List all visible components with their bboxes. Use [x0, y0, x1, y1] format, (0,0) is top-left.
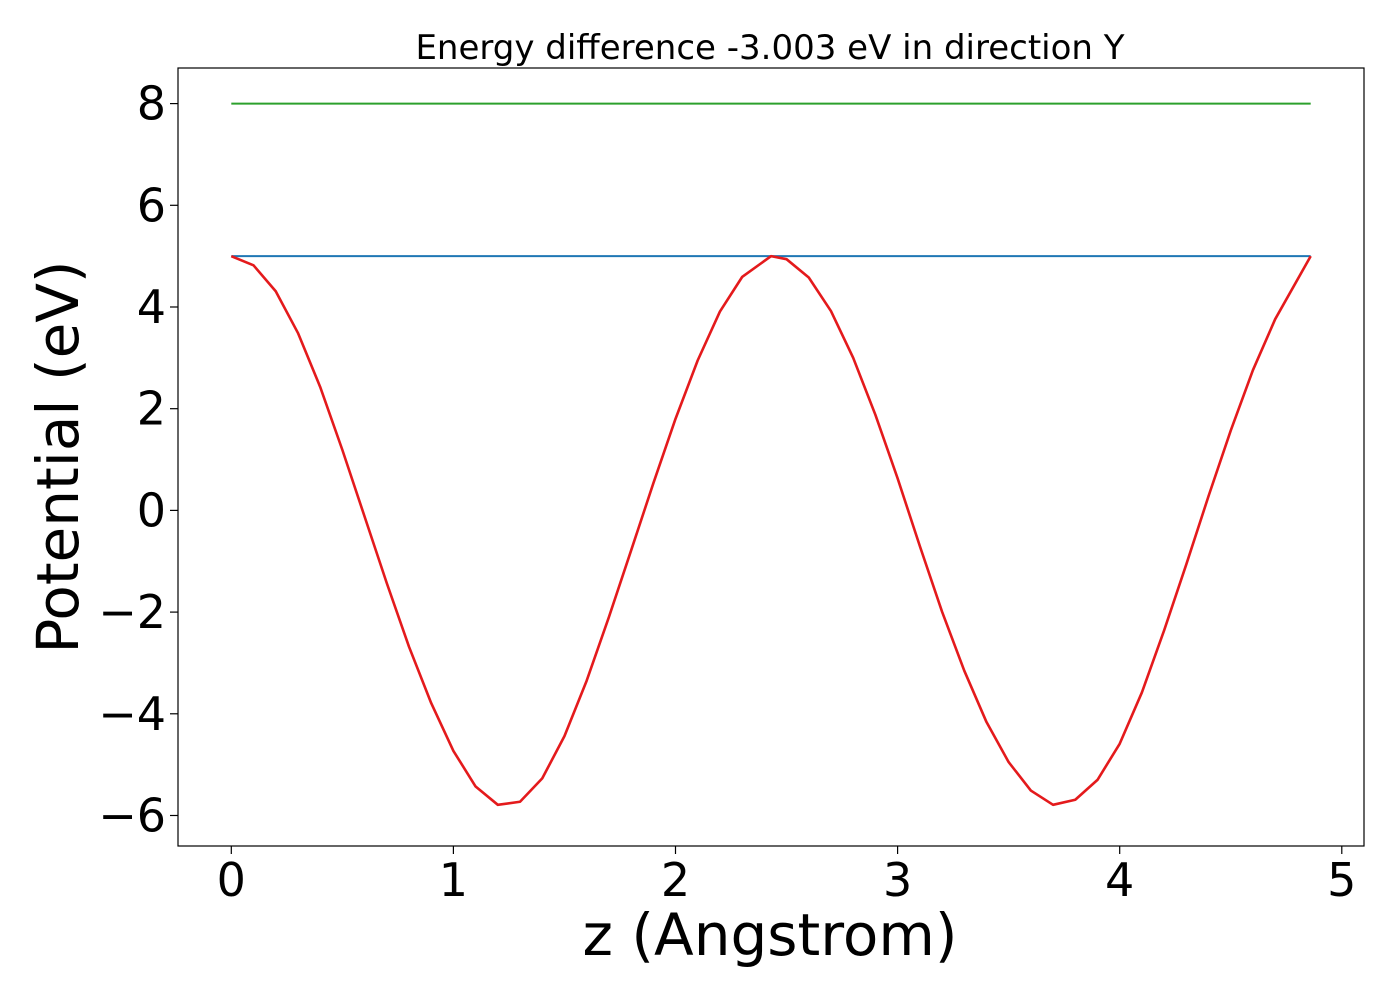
x-tick-label: 0 [217, 853, 246, 907]
y-axis-ticks: −6 −4 −2 0 2 4 6 8 [98, 77, 178, 842]
series-line-3 [230, 254, 1312, 807]
series-layer [230, 102, 1312, 807]
y-tick-label: −6 [98, 788, 166, 842]
x-tick-label: 4 [1105, 853, 1134, 907]
chart-title: Energy difference -3.003 eV in direction… [415, 28, 1124, 68]
x-axis-ticks: 0 1 2 3 4 5 [217, 846, 1356, 907]
x-tick-label: 3 [883, 853, 912, 907]
y-tick-label: 0 [137, 483, 166, 537]
x-tick-label: 1 [439, 853, 468, 907]
y-tick-label: 4 [137, 280, 166, 334]
x-axis-label: z (Angstrom) [583, 901, 958, 969]
plot-frame [177, 67, 1365, 847]
y-axis-label: Potential (eV) [24, 260, 92, 653]
plot-area [177, 67, 1365, 847]
x-tick-label: 2 [661, 853, 690, 907]
y-tick-label: −2 [98, 585, 166, 639]
y-tick-label: −4 [98, 687, 166, 741]
y-tick-label: 8 [137, 77, 166, 131]
x-tick-label: 5 [1327, 853, 1356, 907]
y-tick-label: 2 [137, 382, 166, 436]
y-tick-label: 6 [137, 178, 166, 232]
